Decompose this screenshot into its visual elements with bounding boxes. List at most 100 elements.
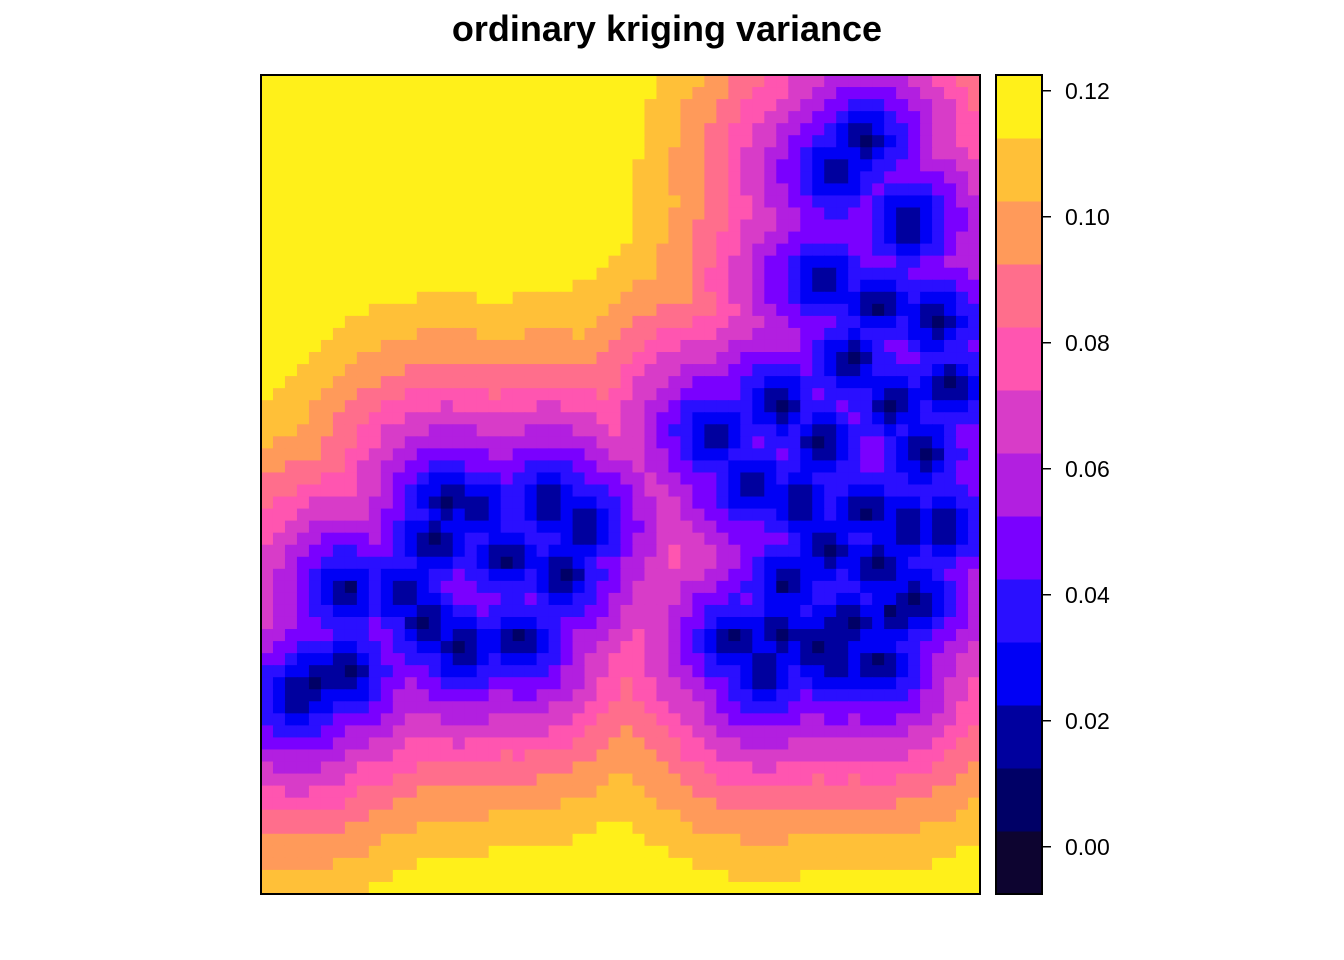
raster-cell	[704, 339, 717, 353]
raster-cell	[656, 773, 670, 787]
raster-cell	[272, 857, 286, 871]
raster-cell	[644, 412, 658, 425]
raster-cell	[464, 339, 478, 353]
raster-cell	[728, 315, 741, 329]
raster-cell	[596, 701, 610, 714]
raster-cell	[680, 749, 693, 763]
raster-cell	[860, 436, 873, 449]
raster-cell	[680, 315, 693, 329]
raster-cell	[512, 629, 526, 642]
raster-cell	[428, 881, 442, 895]
raster-cell	[908, 315, 921, 329]
raster-cell	[668, 364, 682, 377]
raster-cell	[620, 352, 634, 365]
raster-cell	[464, 231, 478, 245]
raster-cell	[380, 400, 394, 413]
raster-cell	[620, 737, 634, 751]
raster-cell	[920, 123, 933, 136]
raster-cell	[764, 327, 777, 341]
raster-cell	[884, 400, 897, 413]
raster-cell	[968, 135, 981, 148]
raster-cell	[404, 737, 418, 751]
raster-cell	[536, 869, 550, 883]
raster-cell	[452, 472, 466, 486]
raster-cell	[872, 629, 885, 642]
raster-cell	[356, 737, 370, 751]
raster-cell	[284, 520, 298, 534]
raster-cell	[836, 713, 849, 726]
raster-cell	[872, 448, 885, 462]
raster-cell	[704, 809, 717, 823]
raster-cell	[800, 496, 813, 510]
raster-cell	[344, 448, 358, 462]
raster-cell	[332, 75, 346, 88]
raster-cell	[644, 460, 658, 474]
raster-cell	[392, 303, 406, 317]
raster-cell	[668, 400, 682, 413]
raster-cell	[848, 111, 861, 124]
raster-cell	[608, 123, 622, 136]
raster-cell	[668, 111, 682, 124]
raster-cell	[872, 159, 885, 172]
raster-cell	[776, 412, 789, 425]
raster-cell	[788, 352, 801, 365]
raster-cell	[428, 219, 442, 233]
raster-cell	[356, 749, 370, 763]
raster-cell	[428, 592, 442, 606]
raster-cell	[680, 388, 693, 401]
raster-cell	[740, 147, 753, 160]
raster-cell	[728, 424, 741, 437]
raster-cell	[596, 713, 610, 726]
raster-cell	[380, 255, 394, 269]
raster-cell	[488, 713, 502, 726]
raster-cell	[356, 243, 370, 257]
raster-cell	[380, 159, 394, 172]
raster-cell	[380, 725, 394, 739]
raster-cell	[788, 857, 801, 871]
raster-cell	[932, 544, 945, 558]
raster-cell	[272, 291, 286, 305]
raster-cell	[824, 604, 837, 618]
raster-cell	[428, 388, 442, 401]
raster-cell	[488, 857, 502, 871]
raster-cell	[860, 881, 873, 895]
raster-cell	[404, 845, 418, 859]
raster-cell	[668, 484, 682, 498]
raster-cell	[368, 195, 382, 209]
raster-cell	[572, 400, 586, 413]
raster-cell	[944, 99, 957, 112]
raster-cell	[608, 412, 622, 425]
raster-cell	[752, 737, 765, 751]
raster-cell	[392, 75, 406, 88]
raster-cell	[848, 171, 861, 184]
raster-cell	[596, 629, 610, 642]
raster-cell	[380, 677, 394, 690]
raster-cell	[776, 713, 789, 726]
raster-cell	[968, 713, 981, 726]
raster-cell	[680, 701, 693, 714]
raster-cell	[296, 255, 310, 269]
raster-cell	[572, 75, 586, 88]
raster-cell	[380, 352, 394, 365]
raster-cell	[368, 580, 382, 594]
raster-cell	[392, 689, 406, 702]
raster-cell	[824, 641, 837, 654]
raster-cell	[872, 352, 885, 365]
raster-cell	[392, 641, 406, 654]
raster-cell	[728, 701, 741, 714]
raster-cell	[644, 568, 658, 582]
raster-cell	[932, 785, 945, 799]
raster-cell	[716, 737, 729, 751]
raster-cell	[284, 809, 298, 823]
raster-cell	[284, 255, 298, 269]
raster-cell	[836, 159, 849, 172]
raster-cell	[608, 496, 622, 510]
raster-cell	[692, 195, 705, 209]
raster-cell	[332, 821, 346, 835]
raster-cell	[752, 159, 765, 172]
raster-cell	[716, 195, 729, 209]
raster-cell	[884, 219, 897, 233]
raster-cell	[656, 171, 670, 184]
raster-cell	[512, 556, 526, 570]
raster-cell	[524, 460, 538, 474]
